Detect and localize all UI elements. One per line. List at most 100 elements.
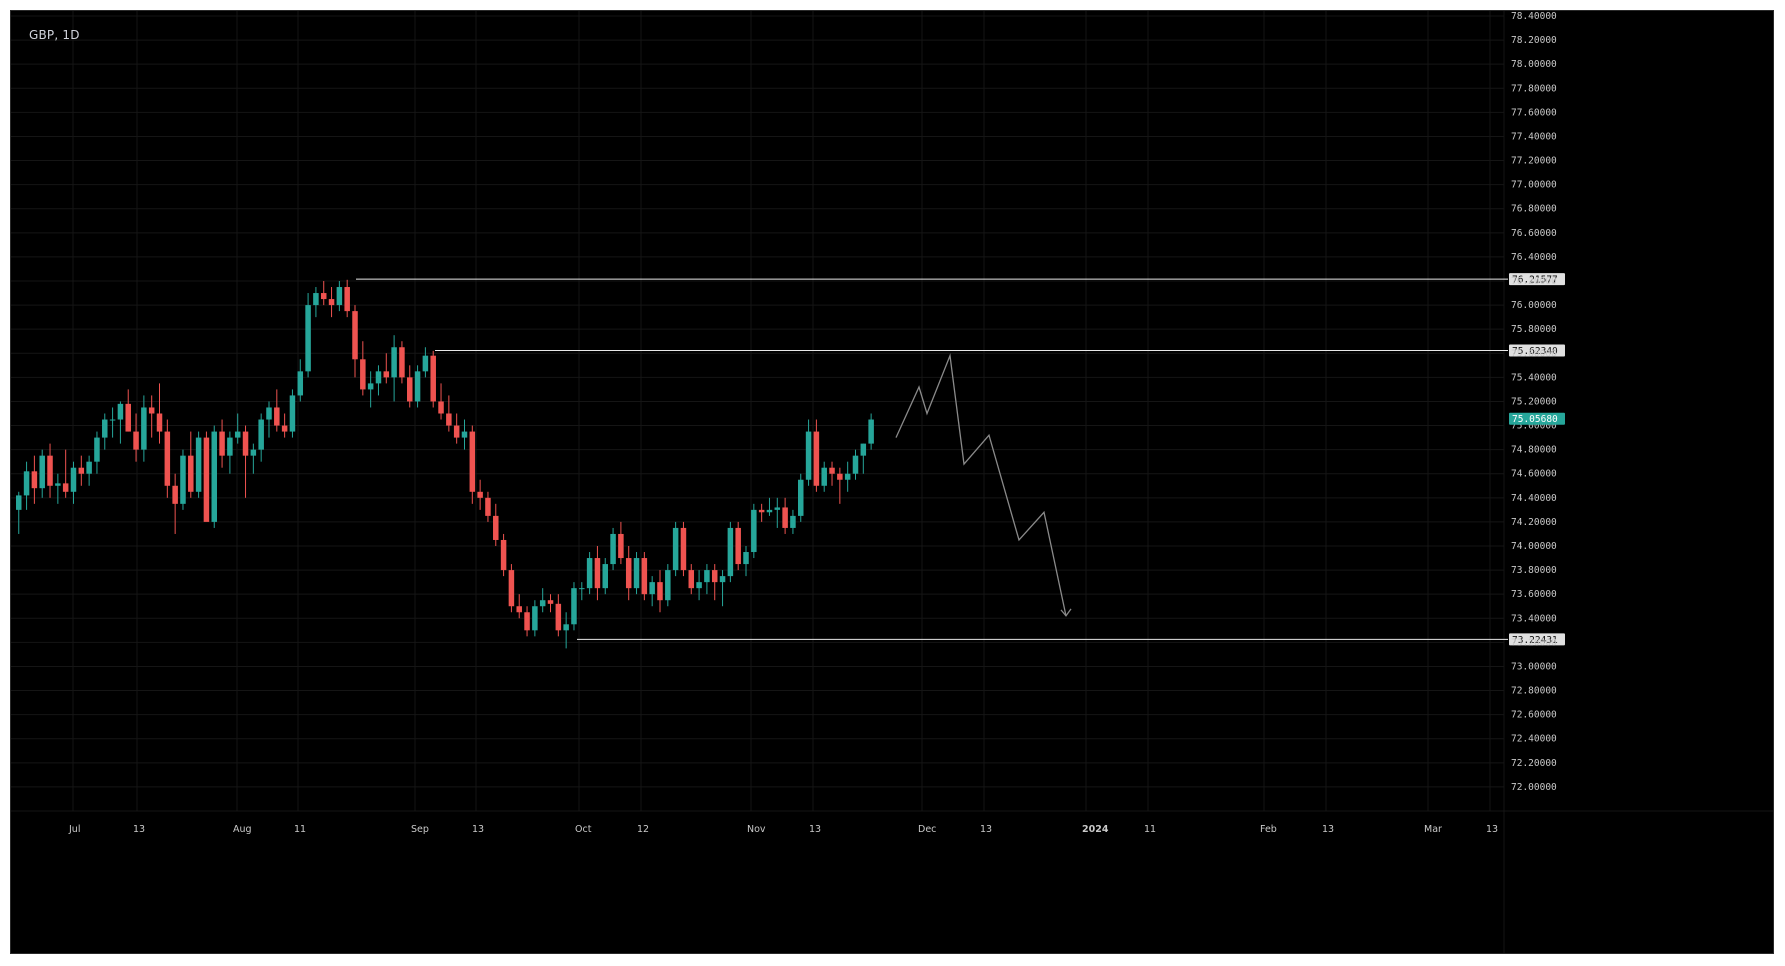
candle-body — [594, 558, 601, 589]
candle — [407, 365, 413, 408]
candle-body — [704, 570, 710, 583]
candle-body — [524, 612, 530, 631]
candle-body — [790, 515, 796, 528]
candle-body — [336, 287, 343, 306]
candle — [367, 371, 374, 408]
candlestick-chart[interactable]: 76.21577 75.62340 73.22431 78.40000 78.2000… — [11, 11, 1773, 953]
grid — [11, 11, 1773, 953]
candle-body — [758, 509, 765, 513]
candle-body — [829, 467, 835, 474]
candle — [727, 521, 734, 583]
time-tick-label: 13 — [809, 824, 821, 835]
candle — [821, 461, 827, 492]
candle-body — [250, 449, 257, 456]
candle-body — [469, 431, 476, 492]
price-tick-label: 75.40000 — [1511, 372, 1557, 383]
candle-body — [657, 582, 663, 601]
candle-body — [117, 403, 124, 420]
candle — [109, 407, 116, 438]
candle — [234, 413, 241, 444]
candle — [16, 491, 22, 534]
chart-window[interactable]: 76.21577 75.62340 73.22431 78.40000 78.2000… — [10, 10, 1774, 954]
candle-body — [94, 437, 100, 462]
candle — [156, 383, 163, 444]
candle — [868, 413, 874, 450]
candle — [297, 359, 304, 402]
candle — [602, 558, 608, 595]
candle-body — [860, 443, 867, 456]
candle-body — [297, 371, 304, 396]
candle — [172, 473, 178, 534]
level-price-tag — [1509, 633, 1565, 646]
candle — [633, 552, 640, 595]
last-price-label: 75.05680 — [1512, 414, 1558, 425]
level-price-tag — [1509, 344, 1565, 357]
candle-body — [649, 582, 655, 595]
candle — [649, 576, 655, 607]
candle — [305, 293, 311, 378]
candle-body — [258, 419, 264, 450]
candle — [383, 353, 390, 384]
level-price-label: 73.22431 — [1512, 635, 1558, 646]
candle-body — [305, 305, 311, 372]
candle-body — [360, 359, 366, 390]
candle-body — [774, 507, 781, 510]
candle — [610, 527, 616, 571]
candles — [16, 279, 874, 649]
price-tick-label: 76.80000 — [1511, 204, 1557, 215]
candle — [844, 461, 851, 492]
candle — [446, 395, 452, 432]
candle-body — [133, 431, 139, 450]
candle-body — [320, 293, 327, 300]
candle — [758, 503, 765, 522]
time-tick-label: 13 — [980, 824, 992, 835]
candle — [555, 594, 562, 637]
candle — [766, 497, 773, 516]
candle-body — [672, 527, 679, 571]
candle-body — [62, 483, 69, 492]
candle-body — [344, 287, 350, 312]
candle — [188, 431, 194, 498]
candle — [360, 341, 366, 396]
candle — [344, 279, 350, 318]
candle — [485, 491, 491, 522]
candle-body — [711, 570, 718, 583]
candle — [641, 552, 648, 601]
horizontal-levels: 76.21577 75.62340 73.22431 — [356, 273, 1565, 646]
time-axis[interactable]: Jul 13 Aug 11 Sep 13 Oct 12 Nov 13 Dec 13 2024 11 Feb 1… — [68, 824, 1498, 835]
candle-body — [352, 311, 358, 360]
candle-body — [579, 588, 585, 590]
candle — [805, 419, 812, 486]
time-tick-label: Aug — [233, 824, 252, 835]
time-tick-label: 11 — [1144, 824, 1156, 835]
candle-body — [813, 431, 820, 486]
price-tick-label: 75.80000 — [1511, 324, 1557, 335]
candle-body — [461, 431, 468, 438]
candle-body — [751, 509, 757, 553]
price-tick-label: 72.80000 — [1511, 686, 1557, 697]
price-tick-label: 72.00000 — [1511, 782, 1557, 793]
candle-body — [78, 467, 85, 474]
candle — [211, 425, 217, 528]
candle — [680, 521, 687, 577]
candle-body — [375, 371, 382, 384]
price-tick-label: 77.80000 — [1511, 83, 1557, 94]
price-tick-label: 76.20000 — [1511, 276, 1557, 287]
candle — [31, 455, 38, 504]
candle-body — [508, 570, 515, 607]
candle — [227, 431, 233, 474]
price-axis[interactable]: 78.40000 78.20000 78.00000 77.80000 77.60000… — [1509, 11, 1565, 793]
candle-body — [532, 606, 538, 631]
candle-body — [164, 431, 171, 486]
candle-body — [485, 497, 491, 516]
candle-body — [86, 461, 92, 474]
candle — [133, 413, 139, 462]
candle — [813, 419, 820, 492]
candle — [203, 431, 210, 522]
candle-body — [399, 347, 405, 378]
time-tick-label: 13 — [472, 824, 484, 835]
candle — [336, 281, 343, 312]
candle — [586, 552, 593, 595]
candle-body — [516, 606, 522, 613]
candle-body — [688, 570, 695, 589]
